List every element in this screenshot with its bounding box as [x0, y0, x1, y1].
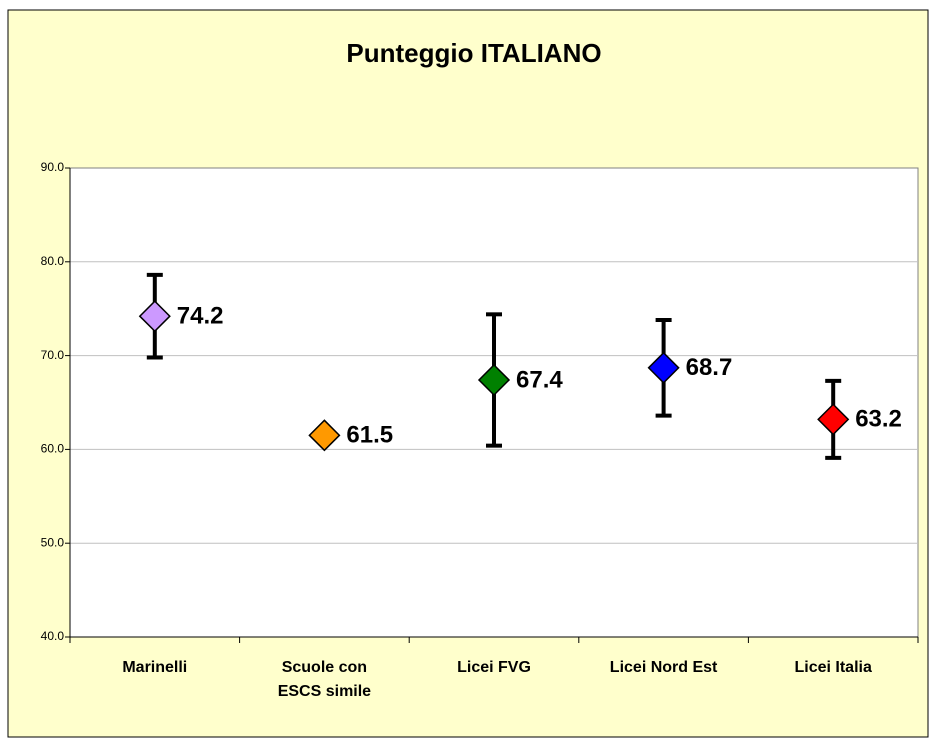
x-tick-label: Scuole con ESCS simile [277, 659, 372, 700]
y-tick-label: 80.0 [41, 254, 65, 268]
y-tick-label: 40.0 [41, 629, 65, 643]
data-label: 68.7 [686, 354, 733, 381]
marker [308, 419, 341, 452]
x-tick-label: Licei Italia [794, 659, 872, 676]
marker [138, 300, 171, 333]
y-tick-label: 90.0 [41, 160, 65, 174]
y-tick-label: 70.0 [41, 348, 65, 362]
chart-title: Punteggio ITALIANO [346, 38, 601, 68]
y-tick-label: 50.0 [41, 535, 65, 549]
data-label: 63.2 [855, 406, 902, 433]
marker [817, 403, 850, 436]
marker [477, 363, 511, 397]
x-tick-label: Licei FVG [457, 659, 531, 676]
data-label: 61.5 [346, 422, 393, 449]
marker [647, 351, 680, 384]
x-tick-label: Licei Nord Est [609, 659, 718, 676]
data-label: 74.2 [177, 303, 224, 330]
data-label: 67.4 [516, 366, 563, 393]
x-tick-label: Marinelli [122, 659, 188, 676]
y-tick-label: 60.0 [41, 442, 65, 456]
